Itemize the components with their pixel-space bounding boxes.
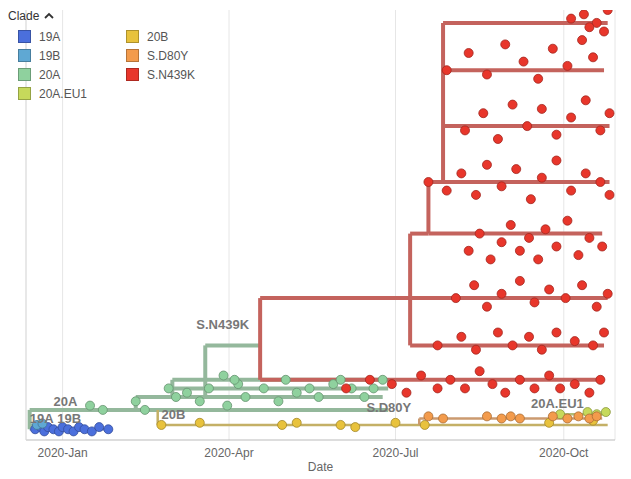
svg-text:19B: 19B [57,411,81,426]
svg-text:2020-Apr: 2020-Apr [204,446,253,460]
svg-text:19A: 19A [30,411,54,426]
html-text:19A: 19A [39,29,61,44]
svg-text:20A.EU1: 20A.EU1 [531,396,584,411]
svg-text:2020-Jul: 2020-Jul [372,446,418,460]
svg-text:S.N439K: S.N439K [196,317,249,332]
svg-text:2020-Oct: 2020-Oct [539,446,589,460]
svg-text:S.D80Y: S.D80Y [366,400,411,415]
html-text:S.D80Y: S.D80Y [147,48,189,63]
html-text:20A: 20A [39,67,61,82]
html-text:Clade: Clade [8,9,40,23]
html-text:S.N439K: S.N439K [147,67,195,82]
svg-text:Date: Date [308,460,334,471]
svg-text:20A: 20A [54,394,78,409]
html-text:20A.EU1: 20A.EU1 [39,86,87,101]
html-text:19B: 19B [39,48,61,63]
svg-text:20B: 20B [162,407,186,422]
html-text:20B: 20B [147,29,169,44]
svg-text:2020-Jan: 2020-Jan [38,446,88,460]
